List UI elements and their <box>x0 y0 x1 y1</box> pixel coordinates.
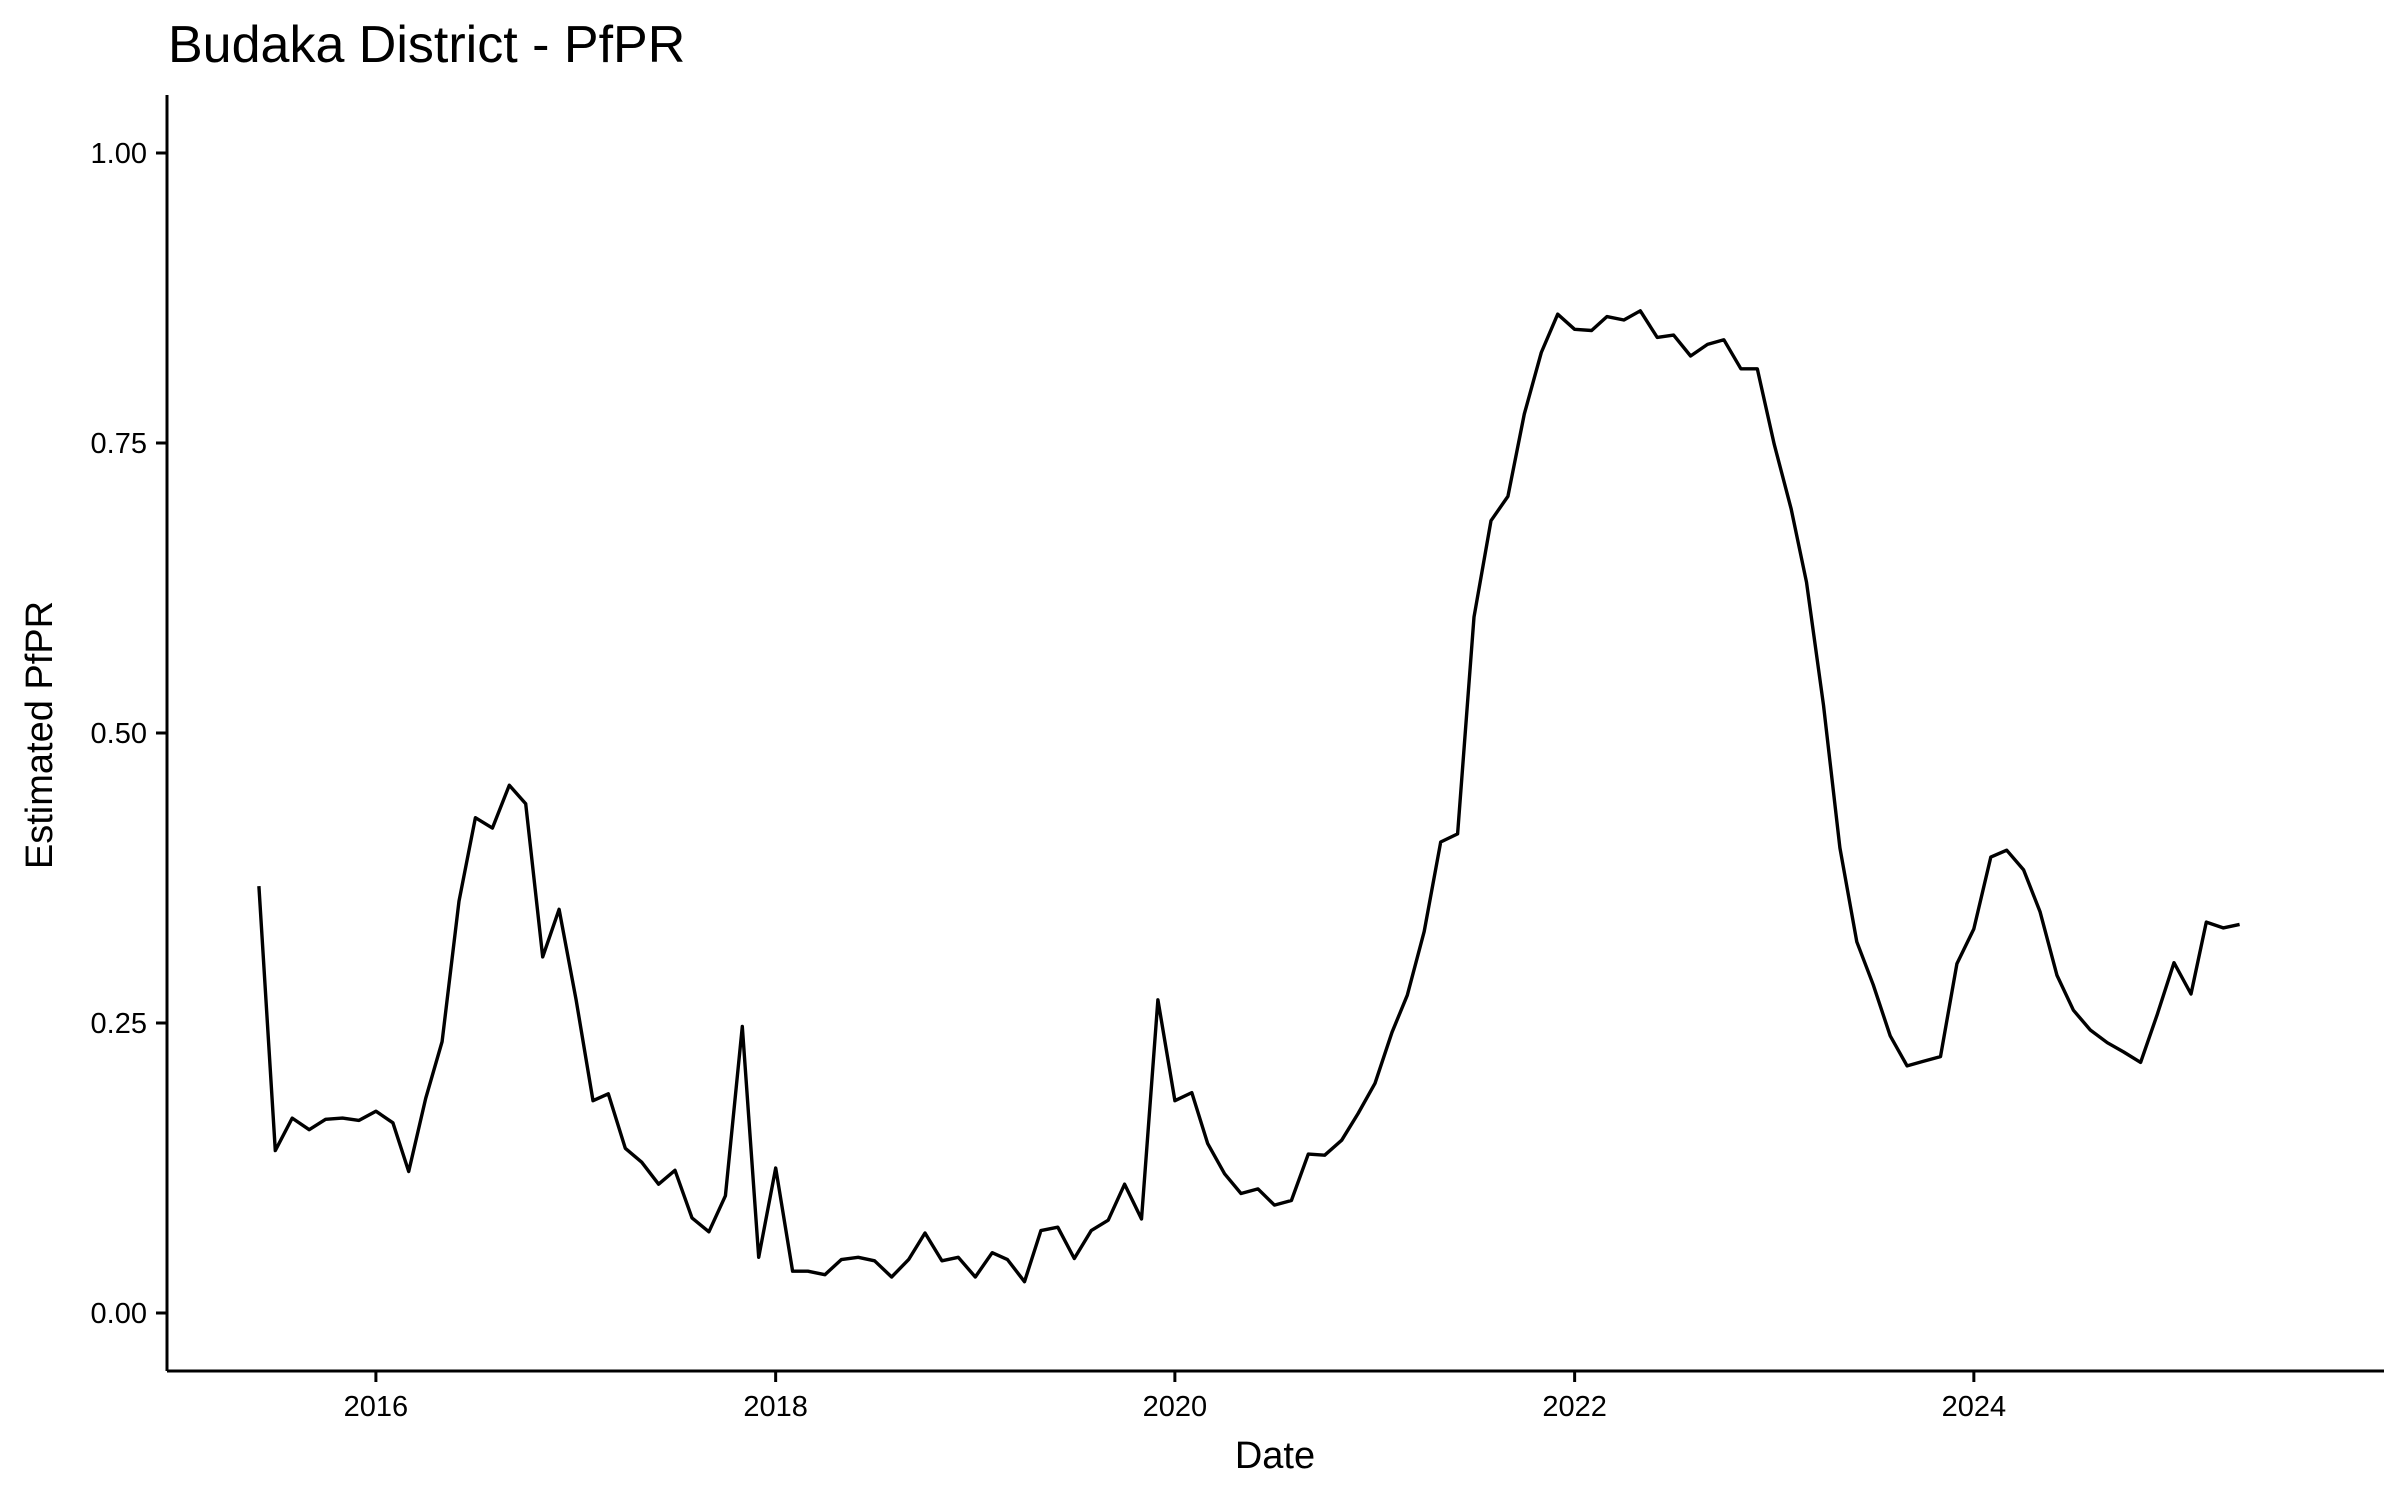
axis-ticks: 0.00 0.25 0.50 0.75 1.00 2016 2018 2020 2022 2024 <box>91 138 2007 1423</box>
x-tick-label: 2024 <box>1942 1391 2007 1423</box>
y-tick-label: 0.75 <box>91 428 147 460</box>
y-tick-label: 1.00 <box>91 138 147 170</box>
series-line <box>257 309 2240 1284</box>
y-tick-label: 0.25 <box>91 1008 147 1040</box>
x-tick-label: 2020 <box>1143 1391 1208 1423</box>
x-tick-label: 2016 <box>344 1391 409 1423</box>
x-axis-label: Date <box>1235 1435 1315 1477</box>
y-tick-label: 0.50 <box>91 718 147 750</box>
y-axis-label: Estimated PfPR <box>19 601 61 869</box>
x-tick-label: 2018 <box>743 1391 808 1423</box>
chart-title: Budaka District - PfPR <box>168 16 685 74</box>
y-tick-label: 0.00 <box>91 1298 147 1330</box>
x-tick-label: 2022 <box>1542 1391 1607 1423</box>
